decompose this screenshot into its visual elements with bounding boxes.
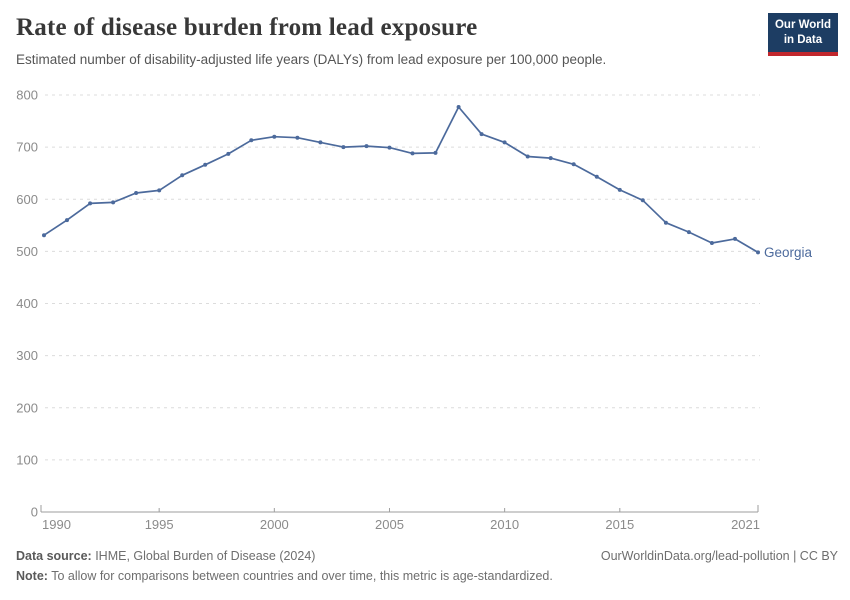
data-point[interactable]: [226, 151, 231, 156]
owid-logo: Our World in Data: [767, 13, 838, 56]
data-point[interactable]: [387, 145, 392, 150]
data-point[interactable]: [249, 138, 254, 143]
owid-logo-line2: in Data: [783, 33, 823, 46]
data-point[interactable]: [433, 150, 438, 155]
x-tick-label: 1990: [42, 517, 71, 532]
data-point[interactable]: [571, 162, 576, 167]
data-point[interactable]: [640, 198, 645, 203]
line-chart[interactable]: 0 100 200 300 400 500 600 700 800 1990 1995 2000 200…: [0, 78, 850, 538]
y-tick-label: 800: [16, 88, 38, 103]
data-source-label: Data source:: [16, 549, 92, 563]
data-point[interactable]: [134, 191, 139, 195]
data-point[interactable]: [502, 140, 507, 145]
data-point[interactable]: [663, 220, 668, 225]
note-value: To allow for comparisons between countri…: [47, 569, 553, 584]
note-label: Note:: [16, 569, 48, 584]
y-tick-label: 400: [16, 296, 38, 311]
data-point[interactable]: [42, 233, 46, 238]
data-point[interactable]: [709, 241, 714, 245]
data-point[interactable]: [272, 134, 277, 139]
y-tick-label: 0: [31, 505, 38, 520]
x-tick-label: 2021: [731, 517, 760, 532]
data-point[interactable]: [733, 236, 737, 241]
y-tick-label: 600: [16, 192, 38, 207]
data-point[interactable]: [180, 173, 185, 178]
data-point[interactable]: [410, 151, 415, 156]
data-point[interactable]: [756, 250, 760, 255]
data-point[interactable]: [88, 201, 93, 206]
owid-logo-line1: Our World: [774, 19, 831, 31]
data-point[interactable]: [364, 144, 369, 149]
data-point[interactable]: [157, 188, 162, 193]
x-tick-label: 2005: [375, 517, 404, 532]
y-tick-label: 100: [16, 452, 38, 467]
data-point[interactable]: [295, 135, 300, 140]
series-line[interactable]: [43, 106, 759, 254]
data-point[interactable]: [548, 156, 553, 161]
chart-note: Note: To allow for comparisons between c…: [16, 566, 838, 586]
x-tick-label: 2015: [605, 517, 634, 532]
data-point[interactable]: [479, 132, 484, 137]
chart-subtitle: Estimated number of disability-adjusted …: [16, 52, 607, 67]
y-tick-label: 700: [16, 140, 38, 155]
data-point[interactable]: [456, 105, 461, 109]
chart-footer: Data source: IHME, Global Burden of Dise…: [16, 546, 838, 587]
data-point[interactable]: [65, 218, 69, 223]
y-tick-label: 500: [16, 244, 38, 259]
x-tick-label: 2010: [490, 517, 519, 532]
data-point[interactable]: [318, 140, 323, 145]
series-end-label[interactable]: Georgia: [764, 245, 813, 260]
data-point[interactable]: [525, 154, 530, 159]
y-tick-label: 200: [16, 400, 38, 415]
data-source: Data source: IHME, Global Burden of Dise…: [16, 546, 315, 566]
x-tick-label: 2000: [260, 517, 289, 532]
owid-link[interactable]: OurWorldinData.org/lead-pollution | CC B…: [600, 549, 838, 563]
data-point[interactable]: [111, 200, 116, 205]
data-point[interactable]: [203, 162, 208, 167]
data-point[interactable]: [341, 145, 346, 150]
data-point[interactable]: [594, 174, 599, 179]
data-source-value: IHME, Global Burden of Disease (2024): [91, 549, 316, 563]
y-tick-label: 300: [16, 348, 38, 363]
data-point[interactable]: [617, 187, 622, 192]
page-title: Rate of disease burden from lead exposur…: [16, 14, 478, 41]
data-point[interactable]: [686, 230, 691, 235]
x-tick-label: 1995: [145, 517, 174, 532]
